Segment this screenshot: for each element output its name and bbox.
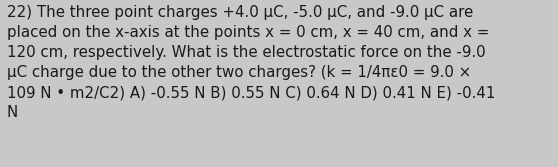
Text: 22) The three point charges +4.0 μC, -5.0 μC, and -9.0 μC are
placed on the x-ax: 22) The three point charges +4.0 μC, -5.… xyxy=(7,5,495,120)
